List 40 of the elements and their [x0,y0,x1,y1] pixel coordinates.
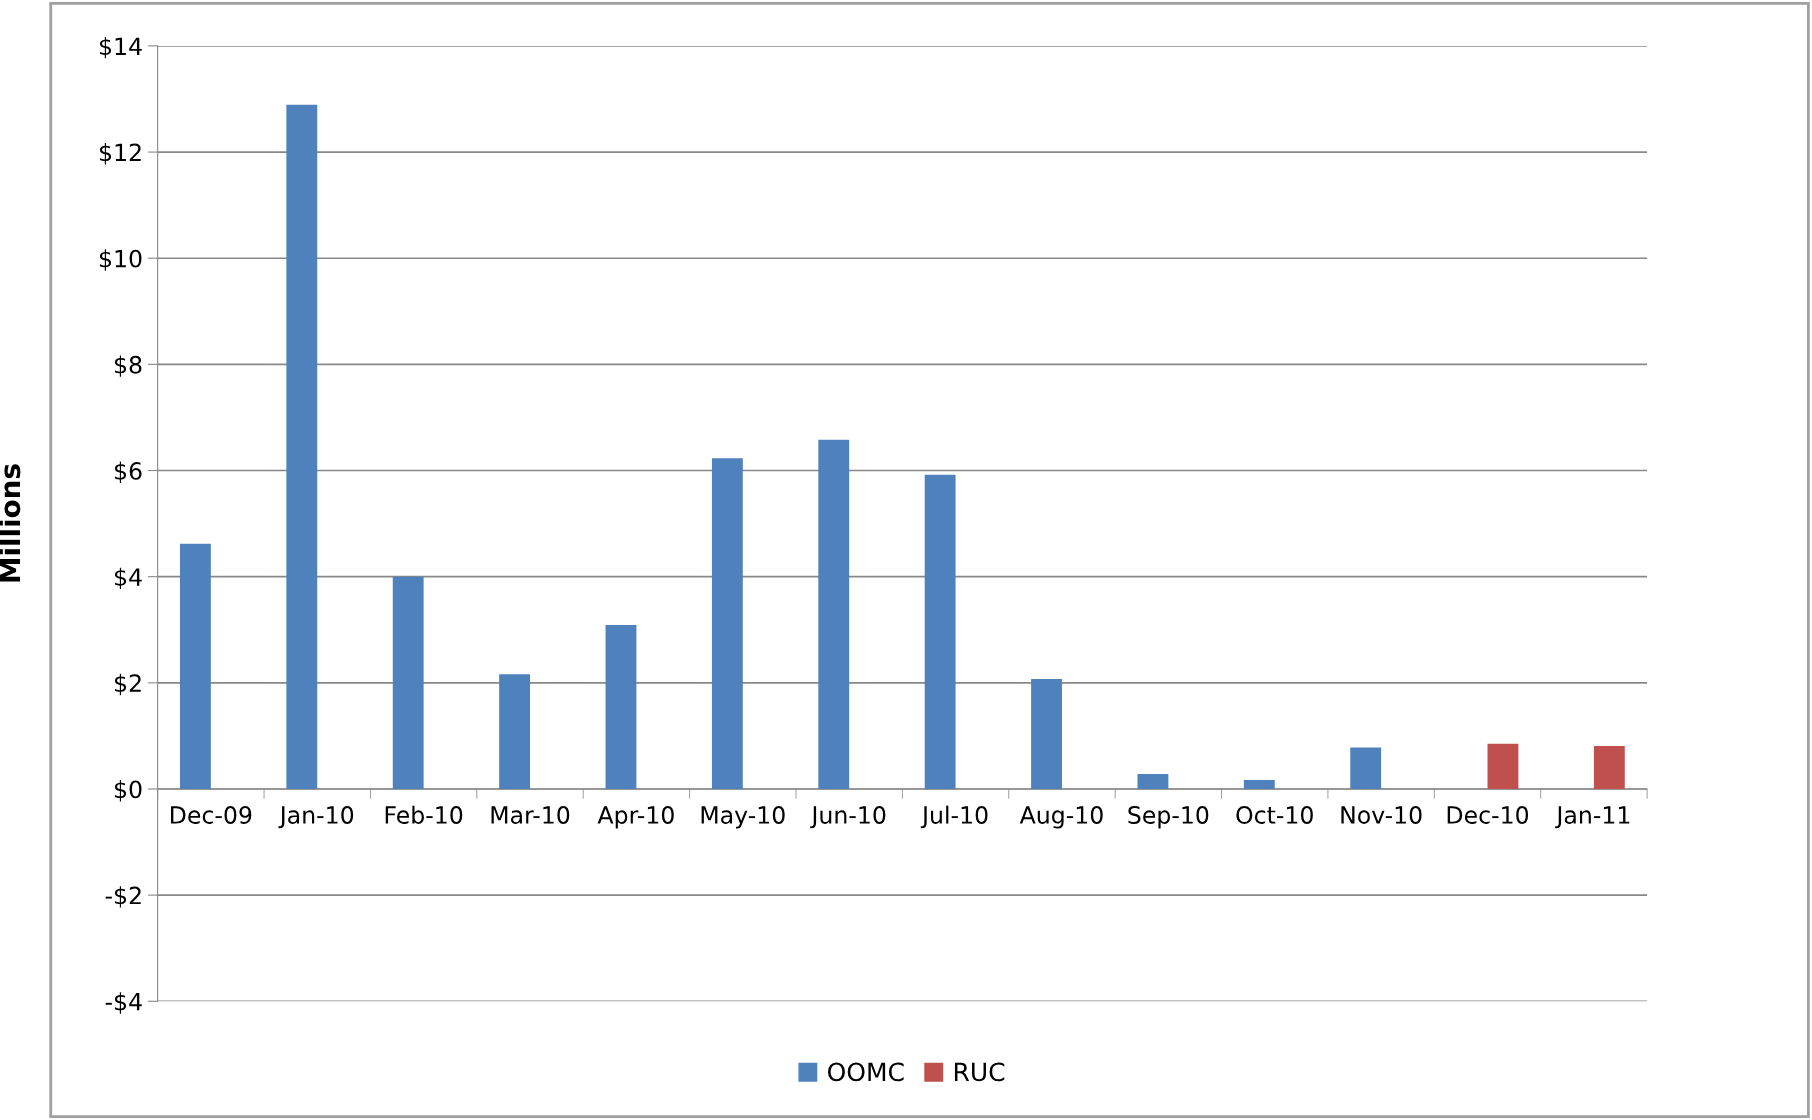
bar [1031,679,1062,789]
y-tick-label: $14 [99,36,142,59]
bar [924,474,956,789]
x-tick-label: Jun-10 [810,806,886,829]
x-tick-label: Jul-10 [920,805,988,829]
bar [499,674,531,789]
y-tick-label: $4 [114,567,142,590]
bar [1243,779,1275,789]
bar [1487,743,1519,789]
x-tick-label: Mar-10 [491,806,570,824]
x-tick-label: Jan-10 [278,806,354,829]
y-tick-label: $6 [114,461,142,483]
x-tick-label: Sep-10 [1128,806,1209,829]
y-tick-label: $0 [114,780,142,802]
y-tick-label: -$2 [105,886,141,908]
x-tick-label: Feb-10 [385,805,463,824]
bar [605,624,637,789]
y-tick-label: $8 [114,355,142,377]
bar [392,576,424,789]
y-tick-label: $10 [99,249,142,271]
bar [1137,774,1169,789]
x-tick-label: Nov-10 [1341,806,1422,824]
x-tick-label: May-10 [701,806,785,829]
bar [286,104,318,789]
x-tick-label: Aug-10 [1019,806,1103,829]
y-tick-label: $2 [114,673,141,696]
y-tick-label: $12 [99,143,141,165]
bar [818,439,850,789]
x-tick-label: Oct-10 [1236,806,1313,824]
x-tick-label: Dec-10 [1447,806,1529,824]
x-tick-label: Dec-09 [171,806,252,824]
bar [1350,747,1382,789]
bar [179,543,211,789]
legend-label: OOMC [828,1062,904,1082]
x-tick-label: Apr-10 [597,806,674,829]
x-tick-label: Jan-11 [1555,806,1630,829]
legend-label: RUC [954,1062,1005,1082]
bar [1593,745,1625,789]
bar [711,458,743,789]
y-tick-label: -$4 [105,992,142,1014]
